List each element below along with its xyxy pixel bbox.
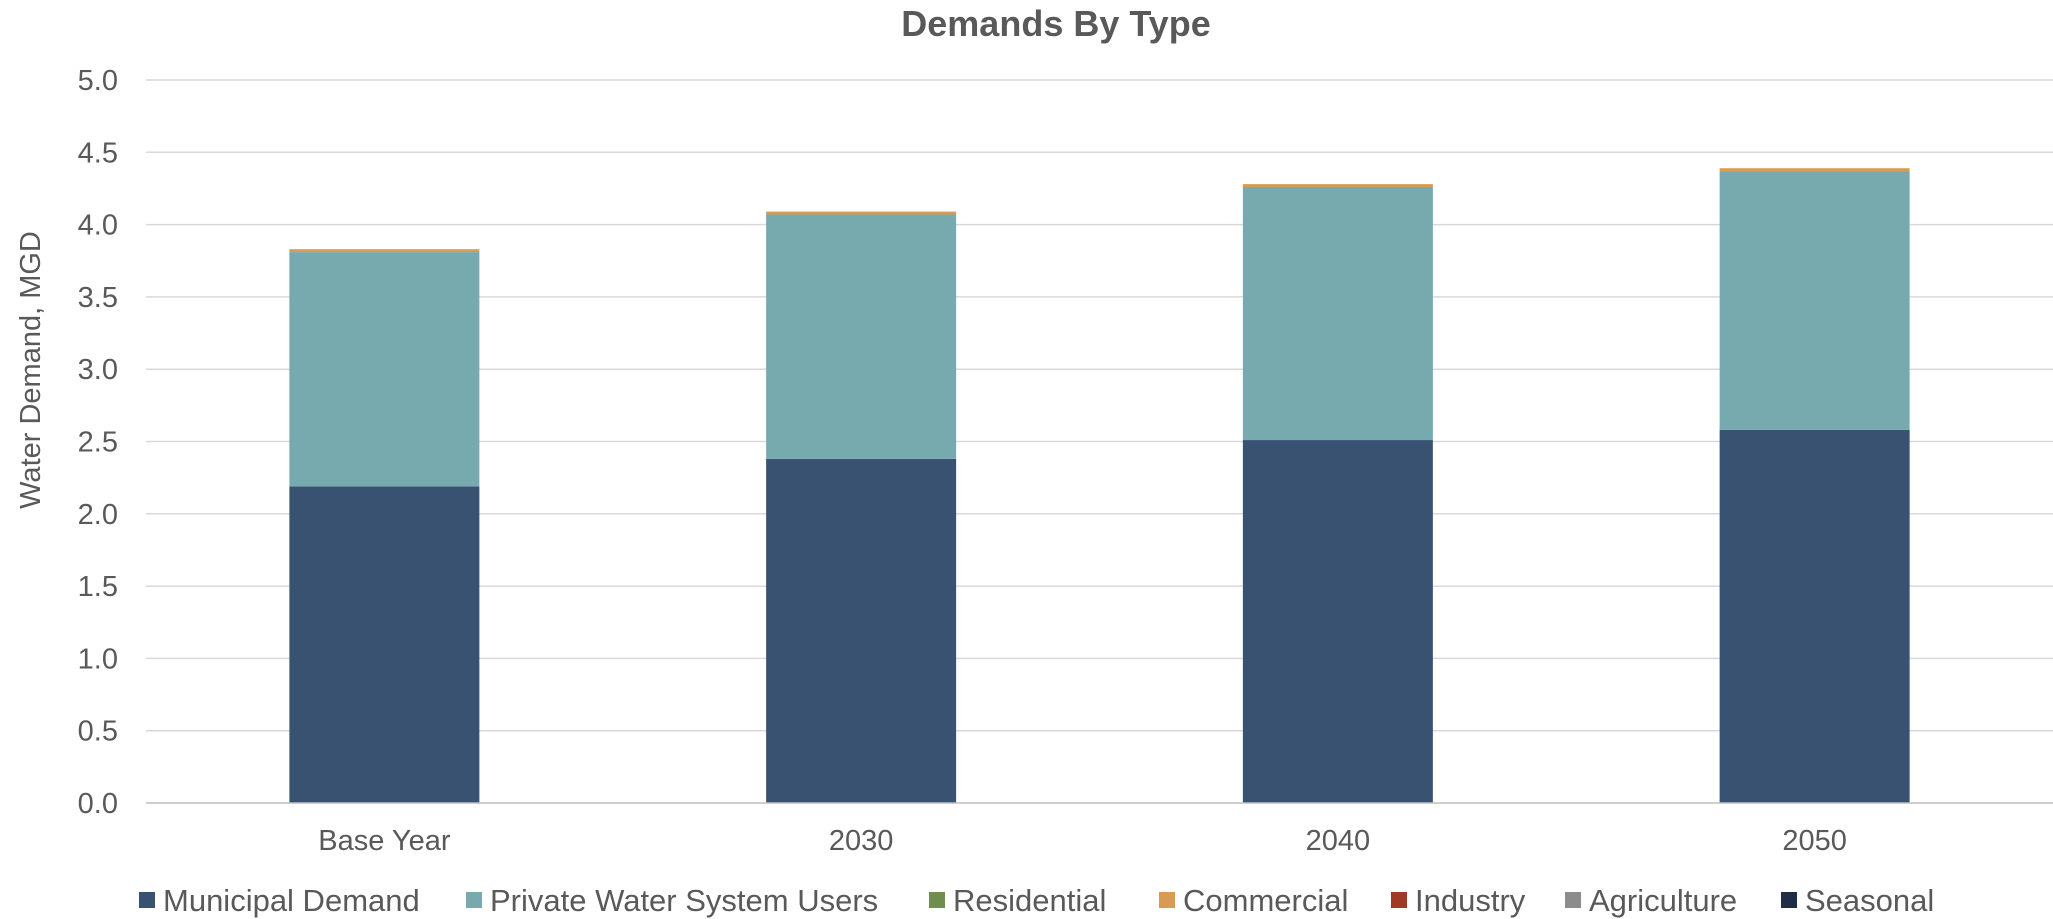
y-axis-title: Water Demand, MGD — [15, 231, 47, 509]
legend-swatch — [1159, 892, 1175, 908]
y-tick-label: 4.5 — [78, 137, 118, 169]
x-tick-label: 2030 — [829, 825, 894, 857]
y-tick-label: 4.0 — [78, 210, 118, 242]
legend: Municipal Demand Private Water System Use… — [139, 883, 1934, 918]
y-tick-label: 2.0 — [78, 499, 118, 531]
legend-swatch — [139, 892, 155, 908]
bar-segment — [766, 458, 957, 803]
legend-swatch — [466, 892, 482, 908]
bar-segment — [1242, 184, 1433, 188]
y-tick-label: 0.5 — [78, 716, 118, 748]
legend-label: Commercial — [1183, 883, 1348, 918]
y-tick-label: 0.0 — [78, 788, 118, 820]
x-tick-label: 2050 — [1782, 825, 1847, 857]
y-tick-label: 3.5 — [78, 282, 118, 314]
bar-segment — [289, 252, 480, 487]
bar-segment — [1719, 171, 1910, 430]
y-tick-label: 1.5 — [78, 571, 118, 603]
x-axis-ticks: Base Year 2030 2040 2050 — [318, 825, 1847, 857]
x-tick-label: 2040 — [1306, 825, 1371, 857]
bars — [289, 168, 1910, 803]
legend-label: Residential — [953, 883, 1106, 918]
y-tick-label: 5.0 — [78, 65, 118, 97]
bar-segment — [1242, 440, 1433, 803]
legend-swatch — [1565, 892, 1581, 908]
bar-segment — [1719, 429, 1910, 803]
legend-label: Seasonal — [1805, 883, 1934, 918]
bar-segment — [289, 249, 480, 253]
x-tick-label: Base Year — [318, 825, 451, 857]
legend-label: Agriculture — [1589, 883, 1737, 918]
chart-title: Demands By Type — [901, 3, 1210, 44]
bar-segment — [766, 211, 957, 215]
legend-label: Municipal Demand — [163, 883, 420, 918]
legend-label: Private Water System Users — [490, 883, 878, 918]
legend-swatch — [929, 892, 945, 908]
bar-segment — [766, 214, 957, 459]
y-tick-label: 2.5 — [78, 427, 118, 459]
bar-segment — [289, 486, 480, 803]
y-tick-label: 1.0 — [78, 643, 118, 675]
bar-segment — [1242, 187, 1433, 441]
legend-swatch — [1391, 892, 1407, 908]
legend-swatch — [1781, 892, 1797, 908]
y-tick-label: 3.0 — [78, 354, 118, 386]
bar-segment — [1719, 168, 1910, 172]
legend-label: Industry — [1415, 883, 1526, 918]
y-axis-ticks: 0.0 0.5 1.0 1.5 2.0 2.5 3.0 3.5 4.0 4.5 5.0 — [78, 65, 118, 820]
